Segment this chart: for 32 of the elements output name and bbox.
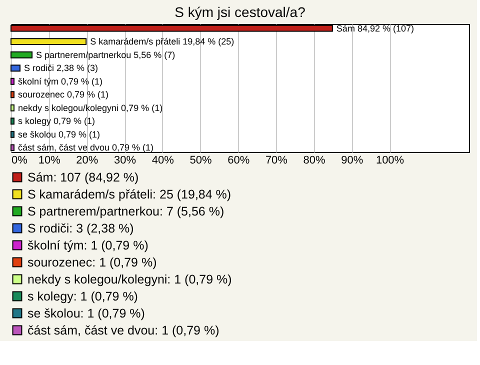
- data-label: S kamarádem/s přáteli 19,84 % (25): [90, 36, 234, 47]
- data-label: s kolegy 0,79 % (1): [18, 116, 96, 126]
- legend-label: sourozenec: 1 (0,79 %): [28, 255, 157, 270]
- legend-label: školní tým: 1 (0,79 %): [28, 238, 148, 252]
- x-tick-label: 70%: [265, 154, 288, 166]
- legend-label: S kamarádem/s přáteli: 25 (19,84 %): [28, 187, 232, 202]
- x-tick-label: 30%: [114, 154, 136, 166]
- legend-label: část sám, část ve dvou: 1 (0,79 %): [28, 323, 220, 338]
- data-label: S rodiči 2,38 % (3): [24, 63, 98, 74]
- legend-label: S partnerem/partnerkou: 7 (5,56 %): [28, 204, 224, 218]
- legend-label: nekdy s kolegou/kolegyni: 1 (0,79 %): [28, 272, 232, 286]
- data-label: část sám, část ve dvou 0,79 % (1): [18, 142, 154, 153]
- data-label: Sám 84,92 % (107): [336, 23, 414, 34]
- data-label: sourozenec 0,79 % (1): [18, 90, 109, 100]
- x-tick-label: 40%: [152, 154, 174, 166]
- x-tick-label: 90%: [341, 154, 364, 166]
- x-tick-label: 100%: [376, 154, 404, 166]
- chart-title: S kým jsi cestoval/a?: [174, 4, 306, 20]
- x-tick-label: 10%: [38, 154, 61, 166]
- data-label: školní tým 0,79 % (1): [18, 76, 103, 86]
- legend-label: S rodiči: 3 (2,38 %): [28, 221, 134, 236]
- x-tick-label: 50%: [190, 154, 212, 166]
- data-label: se školou 0,79 % (1): [18, 129, 100, 140]
- data-label: S partnerem/partnerkou 5,56 % (7): [36, 50, 176, 60]
- legend-label: s kolegy: 1 (0,79 %): [28, 289, 138, 304]
- data-label: nekdy s kolegou/kolegyni 0,79 % (1): [18, 102, 163, 113]
- x-tick-label: 80%: [303, 154, 326, 166]
- legend-label: se školou: 1 (0,79 %): [28, 306, 145, 320]
- x-tick-label: 20%: [76, 154, 98, 166]
- legend-label: Sám: 107 (84,92 %): [28, 170, 139, 184]
- x-tick-label: 60%: [228, 154, 250, 166]
- x-tick-label: 0%: [12, 154, 28, 166]
